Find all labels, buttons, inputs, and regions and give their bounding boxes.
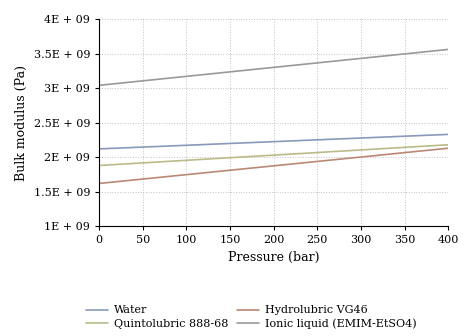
Y-axis label: Bulk modulus (Pa): Bulk modulus (Pa) xyxy=(15,65,28,181)
X-axis label: Pressure (bar): Pressure (bar) xyxy=(228,251,319,264)
Legend: Water, Quintolubric 888-68, Hydrolubric VG46, Ionic liquid (EMIM-EtSO4): Water, Quintolubric 888-68, Hydrolubric … xyxy=(82,301,421,334)
